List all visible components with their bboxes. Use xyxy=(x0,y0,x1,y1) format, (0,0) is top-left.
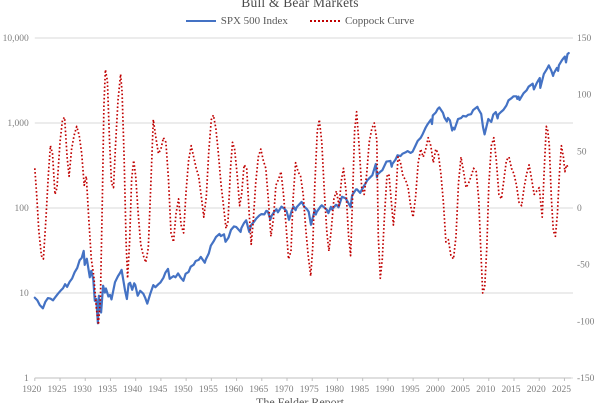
x-axis-year-label: 1965 xyxy=(249,385,268,395)
right-axis-tick-label: -150 xyxy=(577,374,595,384)
x-axis-year-label: 2020 xyxy=(527,385,546,395)
coppock-line-swatch-icon xyxy=(309,19,340,23)
x-axis-year-label: 1945 xyxy=(148,385,167,395)
x-axis-year-label: 1940 xyxy=(123,385,142,395)
spx-line-swatch-icon xyxy=(185,20,216,22)
right-axis-tick-label: 0 xyxy=(577,204,582,214)
legend-item-spx: SPX 500 Index xyxy=(185,15,288,27)
legend-item-coppock: Coppock Curve xyxy=(309,15,415,27)
x-axis-year-label: 1935 xyxy=(98,385,117,395)
x-axis-year-label: 2015 xyxy=(502,385,521,395)
x-axis-year-label: 1980 xyxy=(325,385,344,395)
x-axis-year-label: 1930 xyxy=(73,385,92,395)
gridlines xyxy=(34,37,573,379)
left-axis-tick-label: 10 xyxy=(19,289,29,299)
left-axis-tick-label: 1,000 xyxy=(7,119,29,129)
x-axis-labels: 1920 1925 1930 1935 1940 1945 1950 1955 1960 1965… xyxy=(22,385,571,395)
left-axis-tick-label: 10,000 xyxy=(3,34,29,44)
x-axis-year-label: 1995 xyxy=(401,385,420,395)
left-axis-tick-label: 100 xyxy=(15,204,30,214)
right-axis-tick-label: 150 xyxy=(577,34,592,44)
right-axis-tick-label: -50 xyxy=(577,261,590,271)
right-axis-tick-label: -100 xyxy=(577,317,595,327)
left-axis-tick-label: 1 xyxy=(24,374,29,384)
x-axis-year-label: 1985 xyxy=(350,385,369,395)
chart-title: Bull & Bear Markets xyxy=(241,0,359,10)
x-axis-year-label: 1990 xyxy=(375,385,394,395)
spx-series-line xyxy=(33,51,570,325)
x-axis-year-label: 1960 xyxy=(224,385,243,395)
right-axis-labels: -150 -100 -50 0 50 100 150 xyxy=(577,34,595,384)
x-axis-year-label: 1920 xyxy=(22,385,41,395)
chart-legend: SPX 500 Index Coppock Curve xyxy=(0,15,600,27)
x-axis-year-label: 2025 xyxy=(552,385,571,395)
x-axis xyxy=(34,377,571,381)
x-axis-year-label: 1925 xyxy=(48,385,67,395)
x-axis-year-label: 2000 xyxy=(426,385,445,395)
legend-label-spx: SPX 500 Index xyxy=(220,15,288,27)
x-axis-year-label: 1955 xyxy=(199,385,218,395)
x-axis-year-label: 1950 xyxy=(174,385,193,395)
right-axis-tick-label: 50 xyxy=(577,147,587,157)
x-axis-year-label: 2005 xyxy=(451,385,470,395)
x-axis-year-label: 1970 xyxy=(275,385,294,395)
right-axis-tick-label: 100 xyxy=(577,91,592,101)
x-axis-year-label: 2010 xyxy=(476,385,495,395)
source-caption: The Felder Report xyxy=(256,395,344,403)
x-axis-year-label: 1975 xyxy=(300,385,319,395)
legend-label-coppock: Coppock Curve xyxy=(344,15,415,27)
left-axis-labels: 1 10 100 1,000 10,000 xyxy=(3,34,29,384)
